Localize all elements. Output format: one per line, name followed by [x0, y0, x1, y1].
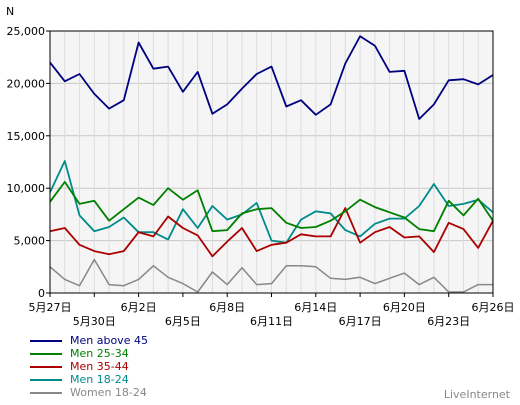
y-tick-label: 5,000 — [14, 235, 46, 248]
brand-label: LiveInternet — [443, 388, 510, 401]
series-line-men-18-24 — [49, 160, 494, 244]
y-tick-label: 10,000 — [7, 182, 46, 195]
y-axis-label: N — [6, 5, 14, 18]
x-tick-label: 6月17日 — [339, 315, 382, 328]
x-tick-label: 6月20日 — [383, 301, 426, 314]
x-tick-label: 6月14日 — [294, 301, 337, 314]
x-tick-label: 6月2日 — [121, 301, 157, 314]
legend-item-men-above-45: Men above 45 — [30, 334, 148, 347]
legend-label: Women 18-24 — [70, 386, 147, 399]
y-tick-label: 20,000 — [7, 77, 46, 90]
legend-label: Men above 45 — [70, 334, 148, 347]
x-tick-label: 5月27日 — [29, 301, 72, 314]
y-tick-label: 15,000 — [7, 130, 46, 143]
x-tick-label: 6月8日 — [209, 301, 245, 314]
x-tick-label: 6月5日 — [165, 315, 201, 328]
legend-swatch — [30, 352, 62, 355]
legend: Men above 45 Men 25-34 Men 35-44 Men 18-… — [30, 334, 148, 399]
x-tick-label: 6月26日 — [472, 301, 515, 314]
legend-swatch — [30, 391, 62, 394]
series-line-women-18-24 — [49, 258, 493, 293]
series-line-men-35-44 — [49, 207, 494, 258]
legend-item-men-35-44: Men 35-44 — [30, 360, 148, 373]
legend-item-women-18-24: Women 18-24 — [30, 386, 148, 399]
legend-swatch — [30, 339, 62, 342]
legend-item-men-18-24: Men 18-24 — [30, 373, 148, 386]
legend-swatch — [30, 365, 62, 368]
x-tick-label: 6月23日 — [427, 315, 470, 328]
y-tick-label: 25,000 — [7, 25, 46, 38]
x-tick-label: 6月11日 — [250, 315, 293, 328]
series-line-men-above-45 — [49, 35, 494, 120]
legend-item-men-25-34: Men 25-34 — [30, 347, 148, 360]
legend-label: Men 18-24 — [70, 373, 129, 386]
legend-label: Men 25-34 — [70, 347, 129, 360]
legend-label: Men 35-44 — [70, 360, 129, 373]
x-tick-label: 5月30日 — [73, 315, 116, 328]
series-line-men-25-34 — [49, 180, 494, 233]
legend-swatch — [30, 378, 62, 381]
y-tick-label: 0 — [38, 287, 45, 300]
